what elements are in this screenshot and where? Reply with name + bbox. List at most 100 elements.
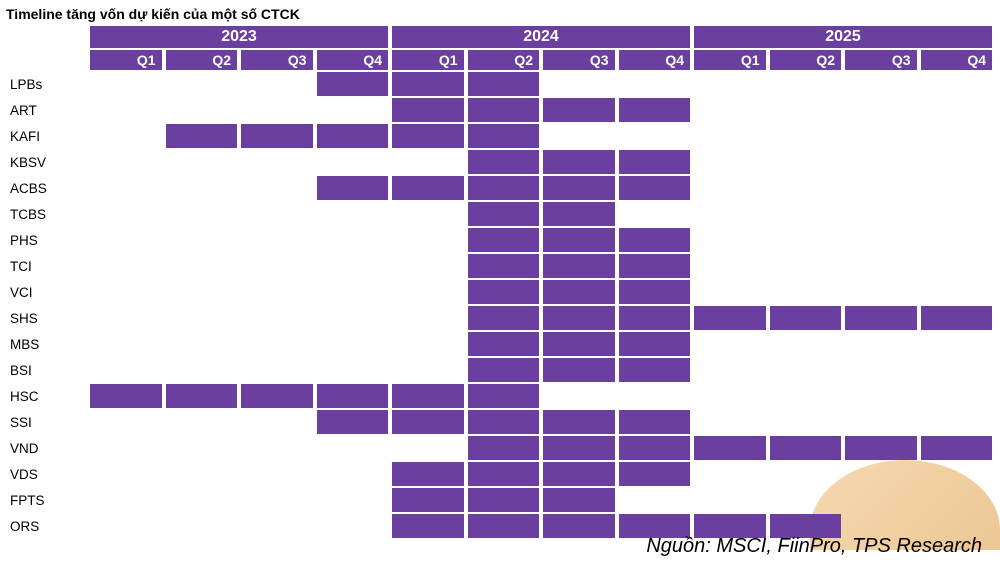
year-header: 2024	[392, 26, 690, 48]
gantt-empty-cell	[317, 228, 389, 252]
table-row: VDS	[8, 462, 992, 486]
quarter-header: Q4	[921, 50, 993, 70]
gantt-empty-cell	[90, 124, 162, 148]
quarter-header: Q3	[543, 50, 615, 70]
row-label: VDS	[8, 462, 86, 486]
gantt-empty-cell	[90, 436, 162, 460]
gantt-bar-segment	[770, 306, 842, 330]
gantt-empty-cell	[845, 254, 917, 278]
gantt-empty-cell	[241, 98, 313, 122]
gantt-bar-segment	[619, 306, 691, 330]
gantt-bar-segment	[619, 150, 691, 174]
gantt-empty-cell	[241, 410, 313, 434]
row-label: VND	[8, 436, 86, 460]
gantt-empty-cell	[921, 280, 993, 304]
gantt-bar-segment	[694, 436, 766, 460]
gantt-bar-segment	[543, 488, 615, 512]
gantt-bar-segment	[543, 202, 615, 226]
gantt-bar-segment	[166, 384, 238, 408]
gantt-empty-cell	[770, 358, 842, 382]
gantt-empty-cell	[770, 72, 842, 96]
gantt-empty-cell	[694, 280, 766, 304]
table-row: BSI	[8, 358, 992, 382]
gantt-empty-cell	[770, 384, 842, 408]
gantt-empty-cell	[845, 488, 917, 512]
gantt-empty-cell	[392, 332, 464, 356]
gantt-bar-segment	[619, 332, 691, 356]
gantt-empty-cell	[166, 514, 238, 538]
gantt-empty-cell	[317, 436, 389, 460]
gantt-bar-segment	[392, 98, 464, 122]
gantt-bar-segment	[543, 306, 615, 330]
gantt-empty-cell	[619, 384, 691, 408]
gantt-empty-cell	[921, 202, 993, 226]
gantt-bar-segment	[543, 514, 615, 538]
gantt-empty-cell	[392, 228, 464, 252]
gantt-empty-cell	[619, 72, 691, 96]
gantt-empty-cell	[921, 384, 993, 408]
gantt-empty-cell	[90, 488, 162, 512]
gantt-bar-segment	[392, 176, 464, 200]
table-row: ACBS	[8, 176, 992, 200]
gantt-empty-cell	[619, 488, 691, 512]
row-label: ACBS	[8, 176, 86, 200]
gantt-empty-cell	[845, 98, 917, 122]
year-header: 2023	[90, 26, 388, 48]
table-row: ART	[8, 98, 992, 122]
gantt-empty-cell	[166, 488, 238, 512]
gantt-empty-cell	[166, 332, 238, 356]
gantt-empty-cell	[317, 254, 389, 278]
gantt-empty-cell	[392, 358, 464, 382]
gantt-empty-cell	[392, 436, 464, 460]
gantt-bar-segment	[468, 254, 540, 278]
gantt-bar-segment	[845, 306, 917, 330]
row-label: SSI	[8, 410, 86, 434]
gantt-empty-cell	[166, 228, 238, 252]
table-row: VND	[8, 436, 992, 460]
gantt-bar-segment	[543, 228, 615, 252]
gantt-empty-cell	[90, 254, 162, 278]
row-label: BSI	[8, 358, 86, 382]
row-label: ART	[8, 98, 86, 122]
gantt-empty-cell	[845, 462, 917, 486]
gantt-empty-cell	[845, 410, 917, 434]
gantt-empty-cell	[317, 514, 389, 538]
gantt-bar-segment	[543, 358, 615, 382]
gantt-empty-cell	[770, 254, 842, 278]
gantt-empty-cell	[392, 202, 464, 226]
gantt-empty-cell	[694, 124, 766, 148]
gantt-bar-segment	[543, 98, 615, 122]
gantt-empty-cell	[166, 280, 238, 304]
gantt-empty-cell	[90, 462, 162, 486]
gantt-empty-cell	[90, 358, 162, 382]
gantt-bar-segment	[468, 202, 540, 226]
gantt-bar-segment	[543, 462, 615, 486]
gantt-bar-segment	[468, 410, 540, 434]
gantt-bar-segment	[921, 436, 993, 460]
gantt-bar-segment	[543, 436, 615, 460]
gantt-bar-segment	[468, 280, 540, 304]
row-label: HSC	[8, 384, 86, 408]
gantt-bar-segment	[468, 98, 540, 122]
gantt-empty-cell	[694, 384, 766, 408]
row-label: ORS	[8, 514, 86, 538]
gantt-empty-cell	[770, 202, 842, 226]
gantt-empty-cell	[694, 410, 766, 434]
gantt-empty-cell	[770, 410, 842, 434]
gantt-empty-cell	[241, 150, 313, 174]
gantt-bar-segment	[468, 514, 540, 538]
gantt-bar-segment	[468, 384, 540, 408]
gantt-bar-segment	[468, 150, 540, 174]
gantt-bar-segment	[619, 254, 691, 278]
gantt-empty-cell	[921, 488, 993, 512]
gantt-empty-cell	[921, 124, 993, 148]
gantt-bar-segment	[619, 436, 691, 460]
gantt-bar-segment	[317, 410, 389, 434]
gantt-empty-cell	[543, 384, 615, 408]
gantt-empty-cell	[166, 254, 238, 278]
gantt-empty-cell	[770, 150, 842, 174]
row-label: LPBs	[8, 72, 86, 96]
gantt-empty-cell	[770, 176, 842, 200]
gantt-empty-cell	[166, 202, 238, 226]
row-label: SHS	[8, 306, 86, 330]
